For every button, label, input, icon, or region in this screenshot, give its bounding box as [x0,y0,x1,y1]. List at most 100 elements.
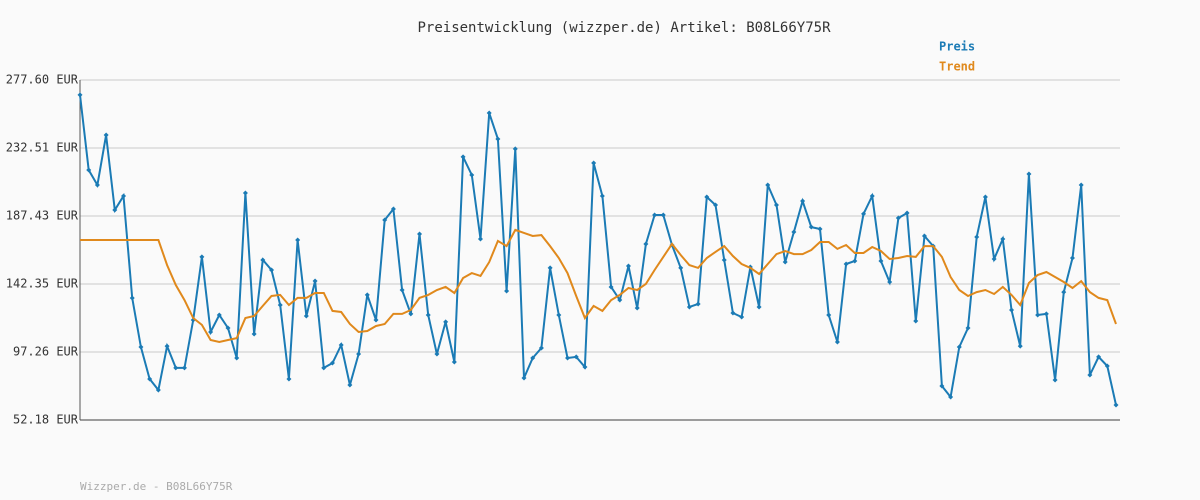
point [965,325,971,331]
point [399,287,405,293]
point [991,256,997,262]
point [321,365,327,371]
point [695,301,701,307]
point [948,394,954,400]
point [469,172,475,178]
point [121,193,127,199]
point [565,355,571,361]
chart-title: Preisentwicklung (wizzper.de) Artikel: B… [417,20,831,36]
point [303,313,309,319]
point [521,375,527,381]
point [808,224,814,230]
point [364,292,370,298]
point [417,231,423,237]
point [312,278,318,284]
y-tick-label: 97.26 EUR [13,345,79,359]
point [425,312,431,318]
point [347,382,353,388]
point [1017,343,1023,349]
y-tick-label: 187.43 EUR [6,209,79,223]
point [982,194,988,200]
point [652,212,658,218]
point [234,355,240,361]
point [582,364,588,370]
point [260,257,266,263]
point [1069,255,1075,261]
point [834,339,840,345]
point [269,267,275,273]
point [721,257,727,263]
point [338,342,344,348]
point [921,233,927,239]
point [887,279,893,285]
point [512,146,518,152]
point [547,265,553,271]
point [86,167,92,173]
series-line [79,94,1117,406]
point [800,198,806,204]
point [443,319,449,325]
point [773,202,779,208]
point [852,258,858,264]
point [147,376,153,382]
point [434,351,440,357]
point [138,344,144,350]
point [277,302,283,308]
point [181,365,187,371]
point [164,343,170,349]
point [974,234,980,240]
point [451,359,457,365]
point [251,331,257,337]
point [1087,372,1093,378]
y-tick-label: 52.18 EUR [13,413,79,427]
point [208,329,214,335]
point [625,263,631,269]
series-line [80,228,1117,344]
point [869,193,875,199]
point [660,212,666,218]
point [817,226,823,232]
point [704,194,710,200]
y-tick-label: 277.60 EUR [6,73,79,87]
point [77,92,83,98]
point [1104,363,1110,369]
y-tick-label: 142.35 EUR [6,276,79,290]
point [94,182,100,188]
point [713,202,719,208]
point [1000,236,1006,242]
point [782,259,788,265]
point [573,354,579,360]
point [1052,377,1058,383]
point [556,312,562,318]
point [286,376,292,382]
point [356,351,362,357]
point [242,190,248,196]
point [1043,311,1049,317]
point [390,206,396,212]
point [956,344,962,350]
legend-label: Trend [939,60,975,74]
point [895,215,901,221]
point [878,258,884,264]
point [608,284,614,290]
point [591,160,597,166]
point [530,355,536,361]
point [477,236,483,242]
point [112,207,118,213]
point [103,132,109,138]
point [199,254,205,260]
point [1009,307,1015,313]
point [939,383,945,389]
point [756,304,762,310]
point [173,365,179,371]
point [843,261,849,267]
point [382,217,388,223]
point [791,229,797,235]
point [408,311,414,317]
point [1035,312,1041,318]
point [155,387,161,393]
footer: Wizzper.de - B08L66Y75R [80,480,233,493]
point [216,312,222,318]
